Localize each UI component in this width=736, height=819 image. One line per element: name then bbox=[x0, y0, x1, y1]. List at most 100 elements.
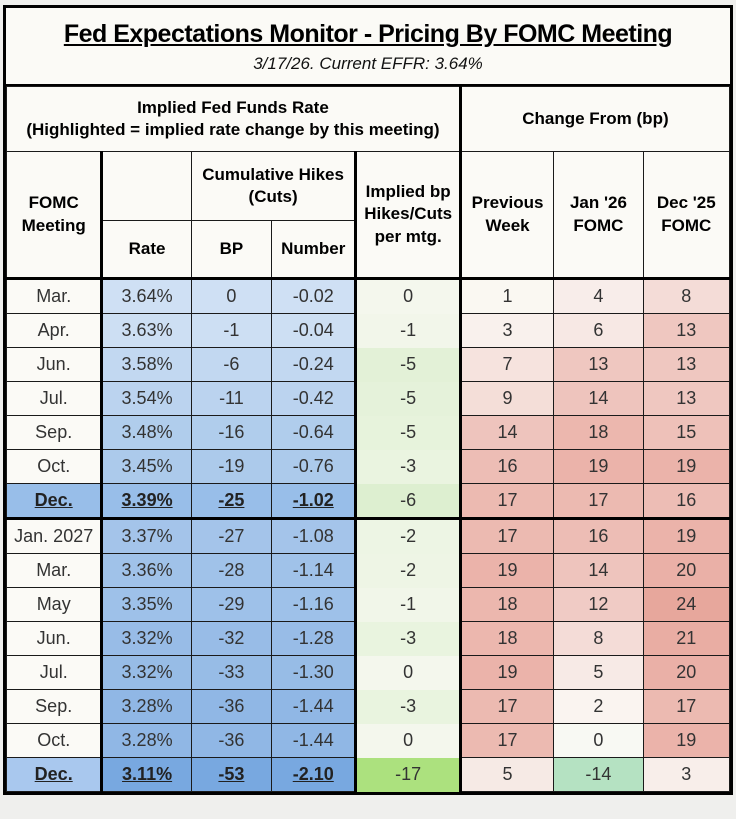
cell-number: -0.24 bbox=[271, 347, 358, 382]
cell-bp: -11 bbox=[190, 381, 273, 416]
cell-meeting: Dec. bbox=[5, 483, 104, 519]
cell-bp: -25 bbox=[190, 483, 273, 519]
cell-rate: 3.32% bbox=[101, 621, 192, 656]
cell-change-previous-week: 1 bbox=[459, 278, 555, 314]
cell-number: -0.76 bbox=[271, 449, 358, 484]
cell-implied-bp: -2 bbox=[355, 517, 462, 554]
header-dec25-fomc: Dec '25 FOMC bbox=[642, 151, 731, 280]
table-row: Jul. 3.32% -33 -1.30 0 19 5 20 bbox=[5, 655, 731, 690]
cell-meeting: Jul. bbox=[5, 381, 104, 416]
table-row: Jun. 3.58% -6 -0.24 -5 7 13 13 bbox=[5, 347, 731, 382]
header-number: Number bbox=[271, 220, 358, 280]
cell-bp: -19 bbox=[190, 449, 273, 484]
table-row: Sep. 3.48% -16 -0.64 -5 14 18 15 bbox=[5, 415, 731, 450]
cell-change-dec25: 20 bbox=[642, 655, 731, 690]
cell-number: -1.14 bbox=[271, 553, 358, 588]
cell-meeting: Oct. bbox=[5, 723, 104, 758]
cell-change-dec25: 24 bbox=[642, 587, 731, 622]
cell-change-previous-week: 17 bbox=[459, 483, 555, 519]
table-header: Implied Fed Funds Rate (Highlighted = im… bbox=[5, 86, 731, 280]
cell-implied-bp: 0 bbox=[355, 723, 462, 758]
cell-number: -0.42 bbox=[271, 381, 358, 416]
cell-change-jan26: 17 bbox=[553, 483, 644, 519]
cell-change-jan26: 12 bbox=[553, 587, 644, 622]
cell-meeting: Oct. bbox=[5, 449, 104, 484]
cell-change-dec25: 13 bbox=[642, 381, 731, 416]
cell-change-dec25: 13 bbox=[642, 313, 731, 348]
cell-meeting: Mar. bbox=[5, 278, 104, 314]
table-body: Mar. 3.64% 0 -0.02 0 1 4 8 Apr. 3.63% -1 -0.04 -1 3 6 1… bbox=[5, 278, 731, 792]
header-group-line2: (Highlighted = implied rate change by th… bbox=[26, 120, 440, 139]
cell-change-dec25: 8 bbox=[642, 278, 731, 314]
cell-change-jan26: 5 bbox=[553, 655, 644, 690]
cell-change-dec25: 20 bbox=[642, 553, 731, 588]
header-bp: BP bbox=[190, 220, 273, 280]
cell-change-jan26: 6 bbox=[553, 313, 644, 348]
table-row: Mar. 3.36% -28 -1.14 -2 19 14 20 bbox=[5, 553, 731, 588]
cell-change-previous-week: 7 bbox=[459, 347, 555, 382]
cell-implied-bp: -5 bbox=[355, 347, 462, 382]
cell-meeting: May bbox=[5, 587, 104, 622]
table-row: Oct. 3.28% -36 -1.44 0 17 0 19 bbox=[5, 723, 731, 758]
cell-number: -1.16 bbox=[271, 587, 358, 622]
cell-change-jan26: 8 bbox=[553, 621, 644, 656]
cell-change-previous-week: 16 bbox=[459, 449, 555, 484]
cell-change-dec25: 21 bbox=[642, 621, 731, 656]
cell-rate: 3.32% bbox=[101, 655, 192, 690]
cell-bp: -27 bbox=[190, 517, 273, 554]
header-cumulative-hikes: Cumulative Hikes (Cuts) bbox=[190, 151, 358, 221]
cell-rate: 3.37% bbox=[101, 517, 192, 554]
cell-bp: 0 bbox=[190, 278, 273, 314]
cell-change-dec25: 19 bbox=[642, 723, 731, 758]
cell-implied-bp: -6 bbox=[355, 483, 462, 519]
cell-implied-bp: -1 bbox=[355, 313, 462, 348]
header-fomc-meeting: FOMC Meeting bbox=[5, 151, 104, 280]
cell-change-dec25: 16 bbox=[642, 483, 731, 519]
cell-implied-bp: -5 bbox=[355, 415, 462, 450]
header-jan26-fomc: Jan '26 FOMC bbox=[553, 151, 644, 280]
cell-number: -0.04 bbox=[271, 313, 358, 348]
page-title: Fed Expectations Monitor - Pricing By FO… bbox=[63, 20, 673, 48]
cell-meeting: Jan. 2027 bbox=[5, 517, 104, 554]
cell-rate: 3.35% bbox=[101, 587, 192, 622]
cell-number: -1.30 bbox=[271, 655, 358, 690]
cell-number: -2.10 bbox=[271, 757, 358, 792]
cell-bp: -33 bbox=[190, 655, 273, 690]
cell-change-jan26: 19 bbox=[553, 449, 644, 484]
cell-change-jan26: -14 bbox=[553, 757, 644, 792]
cell-rate: 3.63% bbox=[101, 313, 192, 348]
cell-change-previous-week: 19 bbox=[459, 655, 555, 690]
cell-bp: -1 bbox=[190, 313, 273, 348]
table-row: Jan. 2027 3.37% -27 -1.08 -2 17 16 19 bbox=[5, 517, 731, 554]
cell-change-jan26: 2 bbox=[553, 689, 644, 724]
cell-number: -0.64 bbox=[271, 415, 358, 450]
header-group-line1: Implied Fed Funds Rate bbox=[137, 97, 329, 117]
header-change-from-group: Change From (bp) bbox=[459, 86, 731, 152]
title-block: Fed Expectations Monitor - Pricing By FO… bbox=[6, 8, 730, 86]
header-rate: Rate bbox=[101, 220, 192, 280]
cell-meeting: Jul. bbox=[5, 655, 104, 690]
monitor-frame: Fed Expectations Monitor - Pricing By FO… bbox=[3, 5, 733, 795]
cell-rate: 3.54% bbox=[101, 381, 192, 416]
cell-implied-bp: -5 bbox=[355, 381, 462, 416]
cell-meeting: Jun. bbox=[5, 347, 104, 382]
cell-change-previous-week: 5 bbox=[459, 757, 555, 792]
cell-change-previous-week: 3 bbox=[459, 313, 555, 348]
cell-meeting: Jun. bbox=[5, 621, 104, 656]
cell-rate: 3.11% bbox=[101, 757, 192, 792]
table-row: Oct. 3.45% -19 -0.76 -3 16 19 19 bbox=[5, 449, 731, 484]
cell-bp: -28 bbox=[190, 553, 273, 588]
table-row: Dec. 3.11% -53 -2.10 -17 5 -14 3 bbox=[5, 757, 731, 792]
cell-rate: 3.36% bbox=[101, 553, 192, 588]
cell-change-previous-week: 14 bbox=[459, 415, 555, 450]
cell-number: -1.28 bbox=[271, 621, 358, 656]
cell-change-dec25: 15 bbox=[642, 415, 731, 450]
table-row: Jun. 3.32% -32 -1.28 -3 18 8 21 bbox=[5, 621, 731, 656]
page-subtitle: 3/17/26. Current EFFR: 3.64% bbox=[253, 54, 483, 73]
table-row: Jul. 3.54% -11 -0.42 -5 9 14 13 bbox=[5, 381, 731, 416]
table-row: Apr. 3.63% -1 -0.04 -1 3 6 13 bbox=[5, 313, 731, 348]
cell-meeting: Sep. bbox=[5, 689, 104, 724]
cell-implied-bp: -2 bbox=[355, 553, 462, 588]
cell-change-jan26: 0 bbox=[553, 723, 644, 758]
cell-rate: 3.28% bbox=[101, 723, 192, 758]
